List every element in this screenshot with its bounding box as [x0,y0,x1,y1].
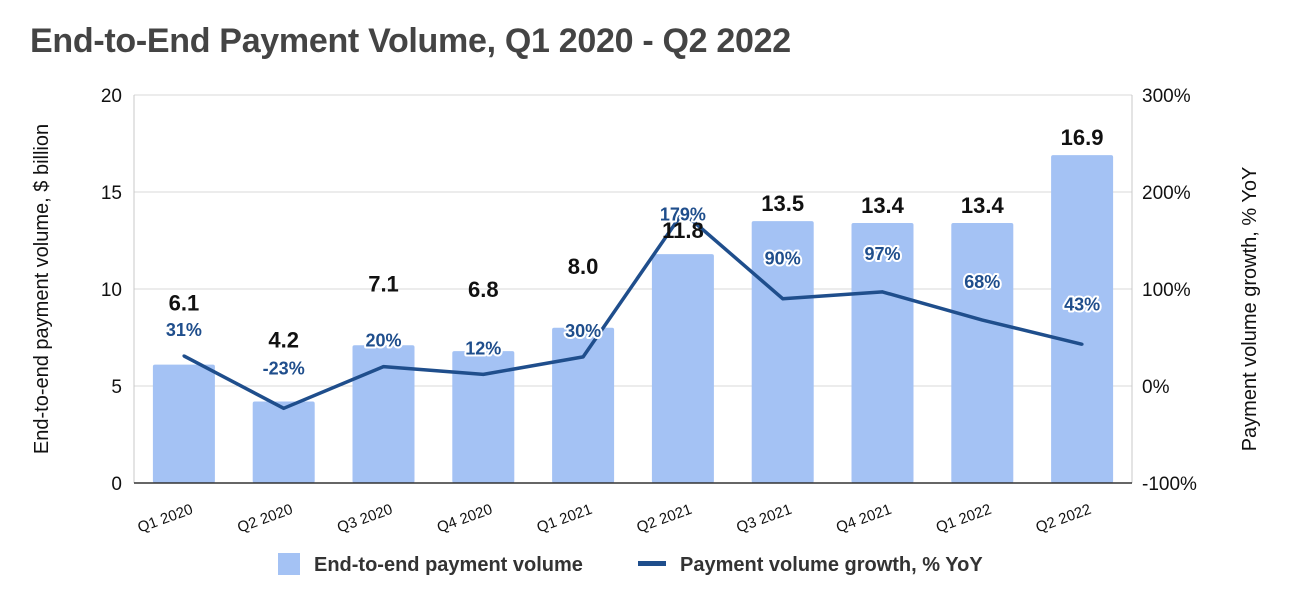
legend-label-line: Payment volume growth, % YoY [680,554,983,576]
bar [352,345,415,483]
bar [152,364,215,483]
bar-value-label: 6.1 [169,291,200,316]
growth-label-halo: 12% [465,338,501,358]
growth-label-halo: -23% [263,358,305,378]
y-tick-label: 0 [111,474,122,495]
growth-label-halo: 31% [166,320,202,340]
bar-value-label: 6.8 [468,277,499,302]
bar-value-label: 8.0 [568,254,599,279]
x-tick-label: Q2 2020 [235,501,295,537]
bar [552,327,615,483]
growth-label-halo: 97% [864,244,900,264]
y2-tick-label: 200% [1142,183,1191,204]
growth-value-label: 12% [465,338,501,358]
growth-point [1080,342,1084,346]
bar-value-label: 13.5 [761,191,804,216]
y2-axis-title: Payment volume growth, % YoY [1239,167,1261,452]
growth-point [681,210,685,214]
x-tick-label: Q4 2020 [435,501,495,537]
bar [651,254,714,483]
x-tick-label: Q2 2022 [1034,501,1094,537]
growth-value-label: 179% [660,204,706,224]
chart-title: End-to-End Payment Volume, Q1 2020 - Q2 … [30,22,791,60]
growth-point [481,372,485,376]
growth-value-label: 90% [765,249,801,269]
growth-value-label: 20% [365,331,401,351]
growth-value-label: 43% [1064,294,1100,314]
y-tick-label: 20 [101,86,122,107]
bar-value-label: 4.2 [268,328,299,353]
growth-value-label: 97% [864,244,900,264]
y2-tick-label: 0% [1142,377,1170,398]
growth-label-halo: 20% [365,331,401,351]
growth-value-label: 31% [166,320,202,340]
growth-value-label: -23% [263,358,305,378]
bar-value-label: 7.1 [368,271,399,296]
x-tick-label: Q1 2021 [535,501,595,537]
line-series [182,210,1084,411]
y-tick-label: 10 [101,280,122,301]
bar [252,401,315,483]
y2-tick-label: 100% [1142,280,1191,301]
data-labels: 6.14.27.1 6.88.011.813.5 13.4 13.416.931%31… [164,125,1104,380]
bar [1051,155,1114,483]
bar-value-label: 13.4 [961,193,1005,218]
growth-point [581,355,585,359]
bar-value-label: 11.8 [662,218,704,243]
y-tick-label: 5 [111,377,122,398]
growth-label-halo: 90% [765,249,801,269]
x-tick-label: Q1 2020 [135,501,195,537]
x-tick-label: Q1 2022 [934,501,994,537]
growth-point [182,354,186,358]
y-tick-label: 15 [101,183,122,204]
growth-value-label: 30% [565,321,601,341]
y2-tick-label: -100% [1142,474,1197,495]
bar-value-label: 13.4 [861,193,905,218]
bar [452,351,515,483]
y2-tick-label: 300% [1142,86,1191,107]
x-tick-label: Q3 2020 [335,501,395,537]
legend-swatch-bar [278,553,300,575]
growth-point [881,290,884,294]
growth-line [183,210,1083,411]
legend: End-to-end payment volume Payment volume … [278,553,983,576]
bar [951,223,1014,484]
bar [851,223,914,484]
growth-point [980,318,984,322]
legend-label-bar: End-to-end payment volume [314,554,583,576]
legend-swatch-line [638,561,666,566]
bar-value-label: 16.9 [1061,125,1104,150]
growth-label-halo: 179% [660,204,706,224]
x-tick-label: Q3 2021 [734,501,794,537]
growth-point [382,365,385,369]
growth-point [282,406,286,410]
x-tick-label: Q2 2021 [634,501,694,537]
growth-label-halo: 68% [964,272,1000,292]
x-tick-label: Q4 2021 [834,501,894,537]
growth-label-halo: 43% [1064,294,1100,314]
y-axis-title: End-to-end payment volume, $ billion [31,124,53,454]
growth-point [781,297,785,301]
growth-label-halo: 30% [565,321,601,341]
growth-value-label: 68% [964,272,1000,292]
